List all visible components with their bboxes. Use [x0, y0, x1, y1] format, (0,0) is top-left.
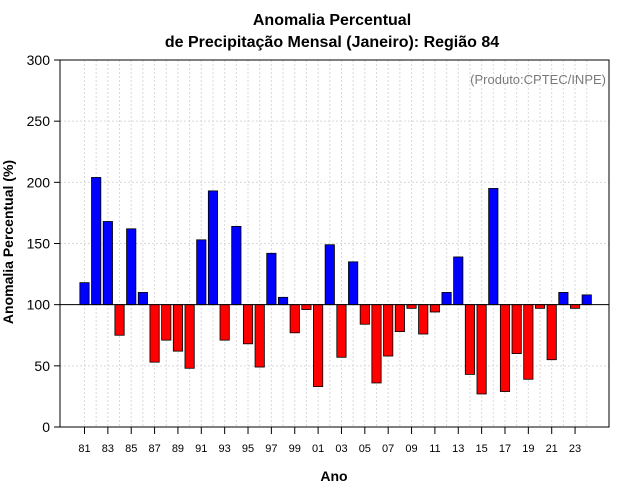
bar-11 [429, 304, 440, 313]
bar-00 [301, 304, 312, 310]
x-tick-label: 19 [522, 443, 534, 455]
bar-97 [266, 252, 277, 306]
bar-19 [523, 304, 534, 380]
bar-10 [418, 304, 429, 335]
y-tick-label: 0 [42, 419, 50, 435]
x-tick-label: 07 [382, 443, 394, 455]
bar-96 [254, 304, 265, 368]
x-tick-label: 21 [546, 443, 558, 455]
bar-86 [137, 292, 148, 306]
bar-85 [126, 228, 137, 306]
bar-20 [534, 304, 546, 309]
bar-17 [499, 304, 511, 392]
bar-13 [453, 256, 464, 306]
x-tick-label: 91 [195, 443, 207, 455]
plot-frame [59, 59, 610, 428]
bar-89 [172, 304, 183, 352]
bar-12 [441, 292, 452, 306]
bar-94 [231, 225, 242, 306]
source-annotation: (Produto:CPTEC/INPE) [470, 72, 606, 87]
x-tick-label: 93 [219, 443, 231, 455]
y-tick-label: 300 [27, 52, 51, 68]
x-tick-label: 83 [102, 443, 114, 455]
bar-07 [383, 304, 394, 357]
x-tick-label: 01 [312, 443, 324, 455]
x-axis-ticks: 81 83 85 87 89 91 93 95 97 99 01 03 05 07 09 11 13 15 17 19… [78, 427, 581, 455]
x-tick-label: 13 [452, 443, 464, 455]
bar-14 [464, 304, 475, 375]
x-tick-label: 17 [499, 443, 511, 455]
bar-05 [359, 304, 370, 325]
bar-18 [511, 304, 522, 354]
bar-84 [114, 304, 125, 336]
bars [79, 177, 592, 395]
bar-82 [91, 177, 102, 306]
bar-98 [278, 296, 289, 306]
bar-03 [336, 304, 347, 358]
y-tick-label: 150 [27, 236, 51, 252]
x-tick-label: 05 [359, 443, 371, 455]
y-axis-label: Anomalia Percentual (%) [0, 160, 16, 324]
bar-01 [313, 304, 324, 388]
grid [60, 60, 609, 427]
bar-06 [371, 304, 382, 384]
y-tick-label: 200 [27, 174, 51, 190]
bar-81 [79, 282, 90, 306]
bar-02 [324, 244, 335, 306]
bar-87 [149, 304, 160, 363]
bar-99 [289, 304, 300, 334]
x-tick-label: 03 [335, 443, 347, 455]
bar-90 [184, 304, 195, 369]
x-tick-label: 11 [429, 443, 440, 455]
bar-16 [488, 188, 499, 306]
bar-92 [207, 190, 219, 306]
x-tick-label: 15 [475, 443, 487, 455]
bar-22 [558, 292, 569, 306]
bar-93 [219, 304, 230, 341]
chart-title-line-2: de Precipitação Mensal (Janeiro): Região… [165, 34, 499, 51]
y-tick-label: 50 [34, 358, 50, 374]
bar-95 [242, 304, 254, 345]
x-tick-label: 81 [78, 443, 90, 455]
y-tick-label: 100 [27, 297, 51, 313]
x-tick-label: 99 [289, 443, 301, 455]
bar-21 [546, 304, 557, 361]
chart-title-line-1: Anomalia Percentual [253, 12, 411, 29]
x-tick-label: 95 [242, 443, 254, 455]
bar-15 [476, 304, 487, 395]
bar-08 [394, 304, 405, 332]
bar-04 [348, 261, 359, 306]
bar-24 [581, 294, 592, 306]
bar-23 [570, 304, 581, 309]
x-tick-label: 97 [265, 443, 277, 455]
y-tick-label: 250 [27, 113, 51, 129]
x-tick-label: 23 [569, 443, 581, 455]
x-tick-label: 89 [172, 443, 184, 455]
bar-09 [406, 304, 417, 309]
bar-83 [102, 221, 113, 306]
x-tick-label: 09 [405, 443, 417, 455]
bar-88 [161, 304, 172, 341]
bar-91 [196, 239, 207, 306]
x-axis-label: Ano [320, 468, 347, 484]
x-tick-label: 87 [148, 443, 160, 455]
y-axis-ticks: 0 50 100 150 200 250 300 [27, 52, 60, 435]
x-tick-label: 85 [125, 443, 137, 455]
